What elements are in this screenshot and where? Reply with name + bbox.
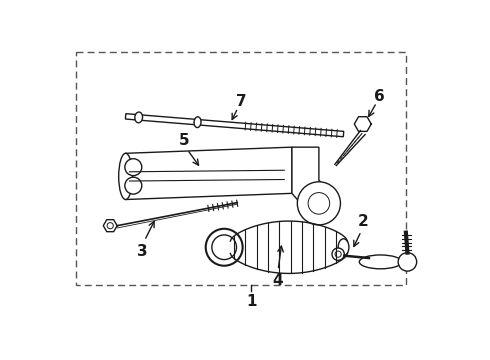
- Ellipse shape: [135, 112, 143, 123]
- Text: 1: 1: [246, 294, 256, 309]
- Polygon shape: [125, 114, 344, 137]
- Circle shape: [335, 251, 341, 257]
- Circle shape: [206, 229, 243, 266]
- Text: 2: 2: [357, 213, 368, 229]
- Circle shape: [107, 222, 113, 229]
- Bar: [76, 53, 406, 285]
- Text: 6: 6: [374, 89, 385, 104]
- Polygon shape: [354, 117, 371, 131]
- Text: 3: 3: [137, 244, 147, 259]
- Ellipse shape: [125, 177, 142, 194]
- Ellipse shape: [119, 153, 132, 199]
- Circle shape: [297, 182, 341, 225]
- Circle shape: [332, 248, 344, 260]
- Circle shape: [212, 235, 237, 260]
- Ellipse shape: [125, 159, 142, 176]
- Circle shape: [308, 193, 330, 214]
- Circle shape: [398, 253, 416, 271]
- Ellipse shape: [194, 117, 201, 127]
- Text: 5: 5: [179, 133, 190, 148]
- Ellipse shape: [338, 239, 349, 256]
- Text: 4: 4: [273, 273, 283, 288]
- Polygon shape: [125, 147, 292, 199]
- Polygon shape: [103, 220, 117, 232]
- Text: 7: 7: [236, 94, 246, 109]
- Ellipse shape: [359, 255, 402, 269]
- Polygon shape: [292, 147, 334, 211]
